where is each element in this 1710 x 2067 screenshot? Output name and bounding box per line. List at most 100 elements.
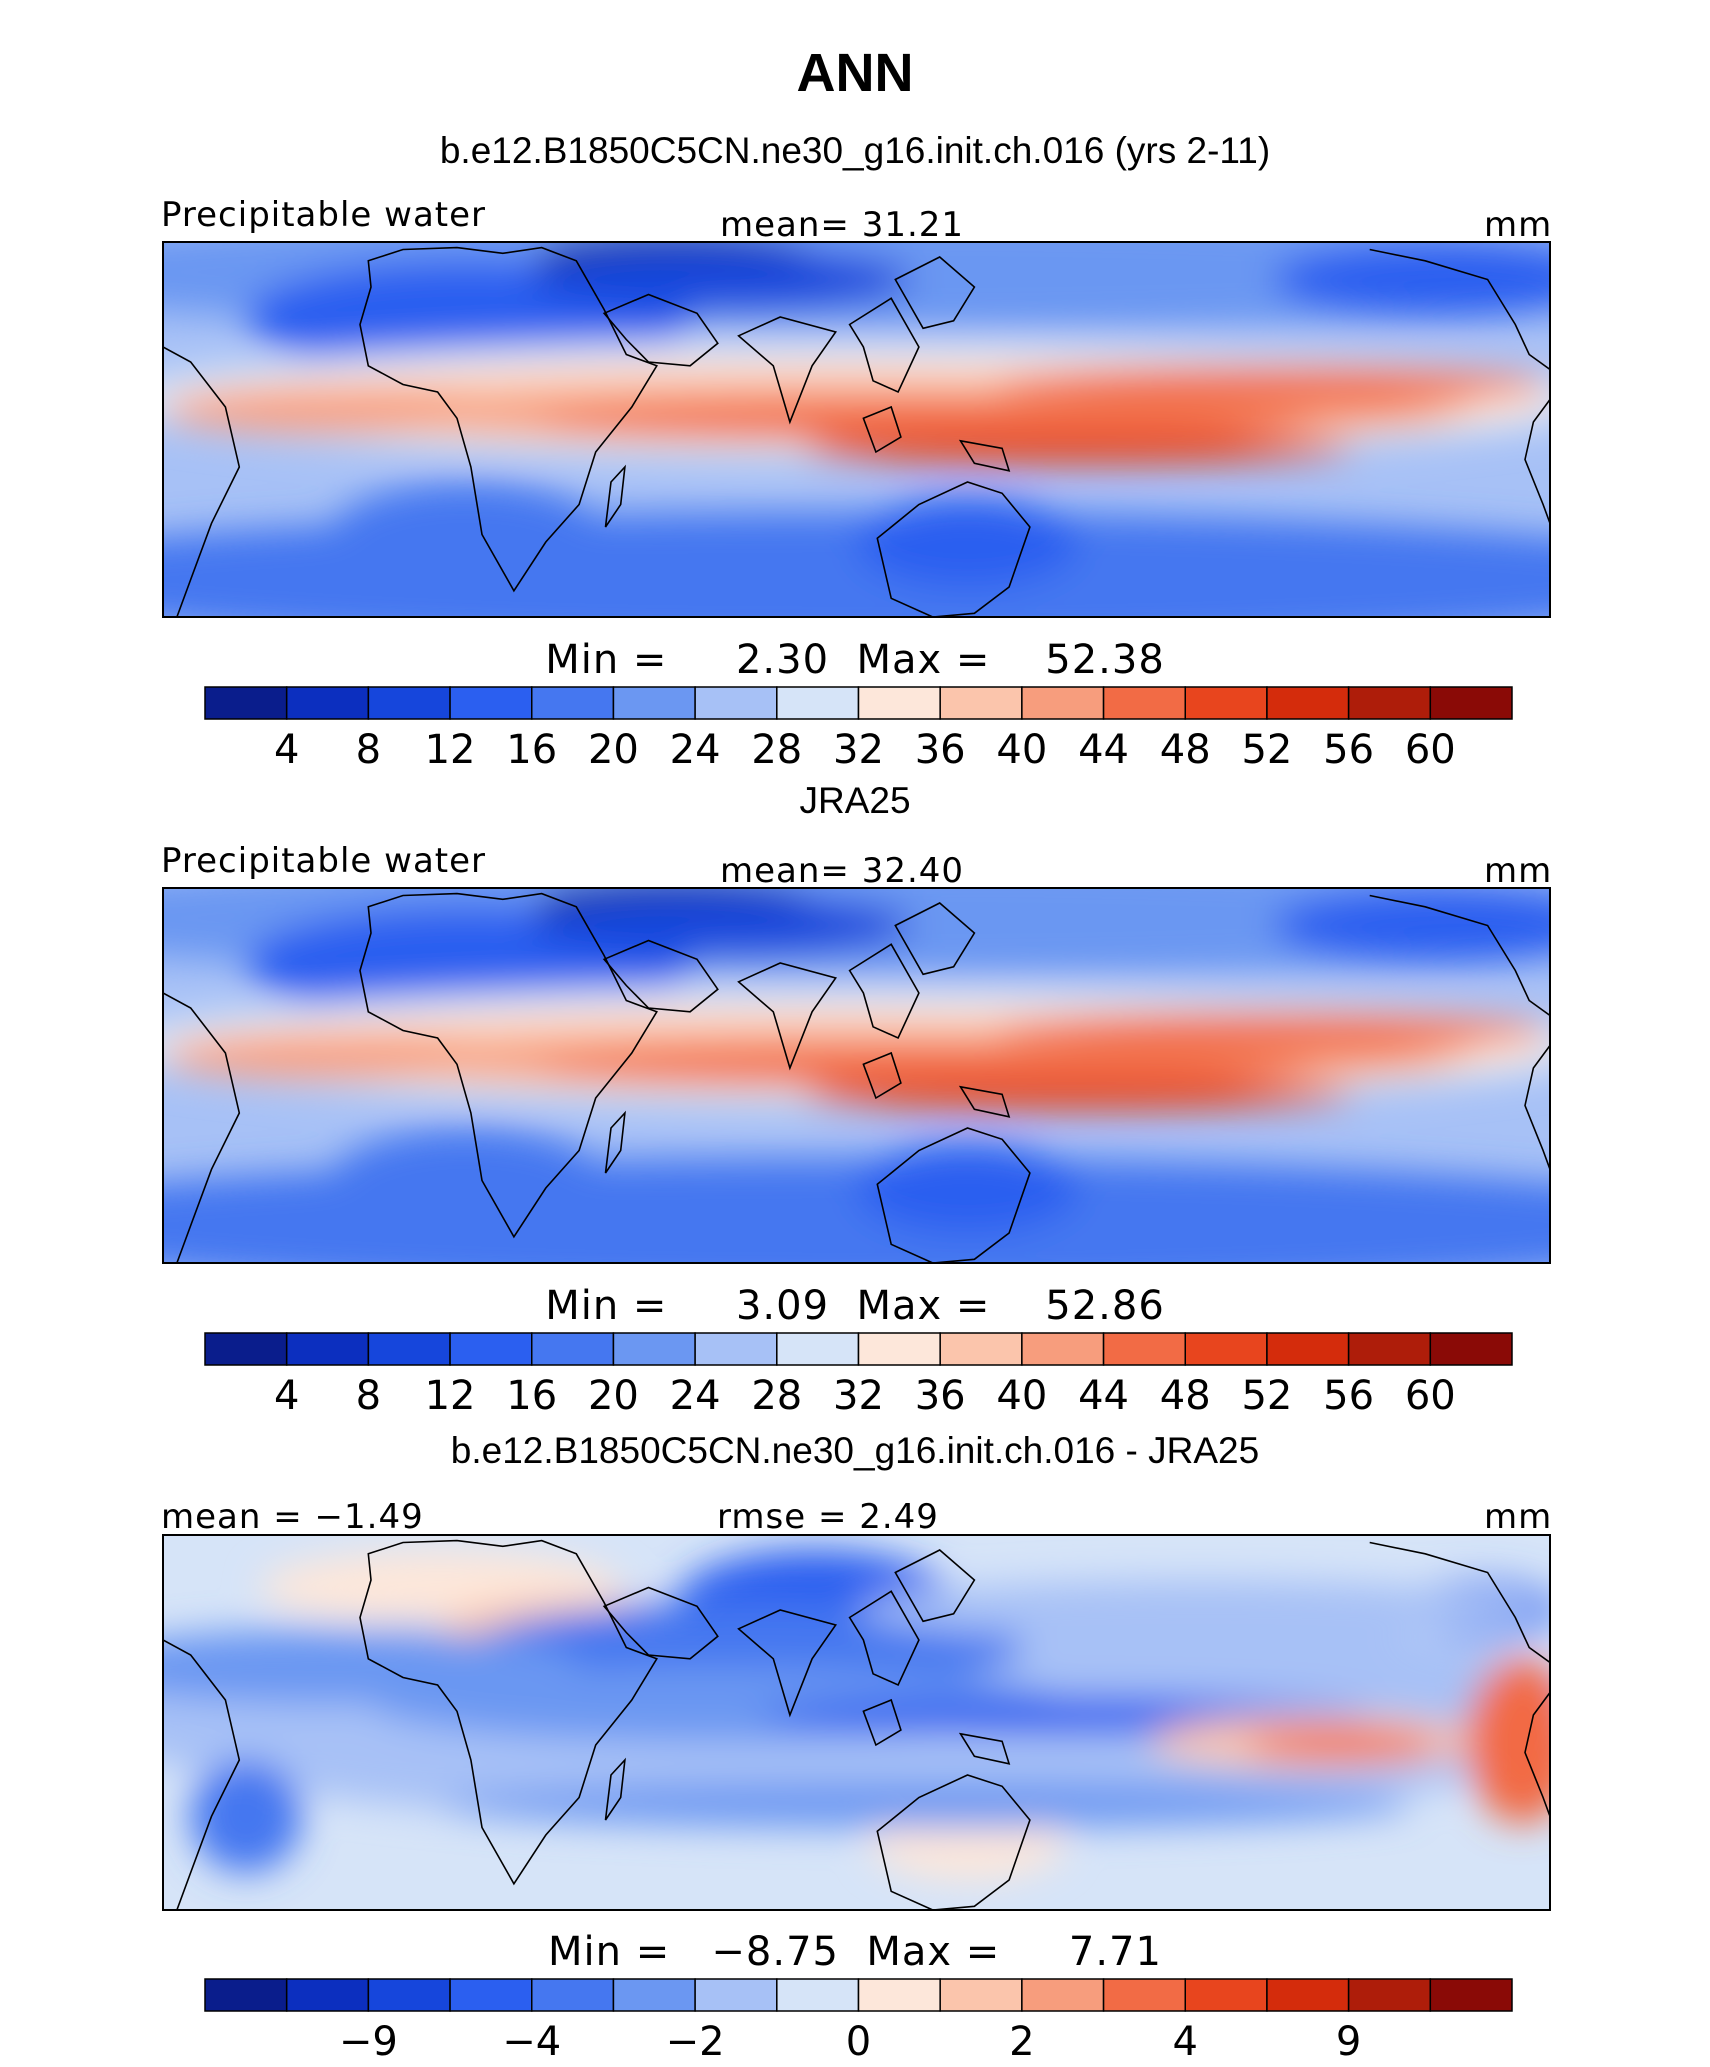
colorbar-swatch [531, 1332, 615, 1366]
contour-region [163, 1158, 1550, 1263]
colorbar-swatch [367, 686, 451, 720]
panel-3-colorbar: −9 −4 −2 0 2 4 9 [204, 1978, 1513, 2065]
colorbar-tick-label: 0 [846, 2019, 871, 2065]
colorbar-swatch [1347, 1978, 1432, 2012]
contour-region [856, 1580, 1550, 1640]
colorbar-swatch [1429, 1978, 1513, 2012]
colorbar-tick-label: 20 [588, 727, 639, 773]
map-frame [162, 1534, 1551, 1911]
colorbar-tick-label: 4 [1173, 2019, 1198, 2065]
coastline-seasia [848, 943, 920, 1040]
colorbar-swatch [694, 1332, 778, 1366]
colorbar-swatch [694, 686, 778, 720]
colorbar-swatch [1184, 1332, 1268, 1366]
coastline-arabia [602, 1586, 719, 1660]
coastline-india [737, 316, 838, 425]
coastline-africa [359, 246, 658, 593]
colorbar-swatch [939, 1978, 1023, 2012]
colorbar-swatch [531, 1978, 615, 2012]
colorbar-tick-label: 36 [915, 727, 966, 773]
coastline-brazil [163, 1639, 241, 1910]
colorbar-swatch [1347, 1332, 1432, 1366]
panel-1-variable-label: Precipitable water [161, 195, 487, 235]
panel-1-map [162, 241, 1551, 618]
contour-region [329, 1128, 607, 1233]
coastline-americasN [1369, 894, 1550, 1017]
panel-3-min-max: Min = −8.75 Max = 7.71 [548, 1929, 1162, 1975]
colorbar-swatch [367, 1978, 451, 2012]
colorbar-tick-label: 16 [506, 1373, 557, 1419]
colorbar-swatch [1021, 1332, 1105, 1366]
coastline-arabia [602, 939, 719, 1013]
colorbar-tick-label: −2 [666, 2019, 725, 2065]
coastline-americasN [1369, 1541, 1550, 1664]
colorbar-tick-label: 44 [1078, 727, 1129, 773]
colorbar-tick-label: 4 [274, 1373, 299, 1419]
panel-1-title: b.e12.B1850C5CN.ne30_g16.init.ch.016 (yr… [439, 130, 1271, 171]
contour-region [995, 365, 1550, 404]
colorbar-swatch [612, 1978, 696, 2012]
coastline-americasS [1524, 1045, 1550, 1170]
panel-3-title: b.e12.B1850C5CN.ne30_g16.init.ch.016 - J… [450, 1430, 1260, 1471]
coastline-australia [876, 1774, 1031, 1910]
contour-region [163, 1628, 580, 1704]
panel-3-rmse-label: rmse = 2.49 [717, 1497, 939, 1537]
colorbar-tick-label: 52 [1241, 1373, 1292, 1419]
colorbar-tick-label: 24 [670, 1373, 721, 1419]
colorbar-tick-label: 40 [996, 727, 1047, 773]
coastline-madagascar [604, 1110, 626, 1174]
coastline-americasS [1524, 1692, 1550, 1817]
colorbar-swatch [1184, 686, 1268, 720]
contour-region [1244, 1730, 1440, 1760]
coastline-africa [359, 892, 658, 1239]
colorbar-swatch [1102, 686, 1186, 720]
contour-region [995, 1011, 1550, 1050]
colorbar-tick-label: 60 [1405, 1373, 1456, 1419]
colorbar-tick-label: −4 [502, 2019, 561, 2065]
colorbar-tick-label: 12 [425, 1373, 476, 1419]
colorbar-tick-label: 48 [1160, 727, 1211, 773]
contour-region [801, 433, 1356, 464]
colorbar-tick-label: 2 [1009, 2019, 1034, 2065]
colorbar-tick-label: 48 [1160, 1373, 1211, 1419]
colorbar-swatch [449, 1978, 533, 2012]
contour-region [1272, 242, 1550, 317]
colorbar-tick-label: 36 [915, 1373, 966, 1419]
colorbar-tick-label: 32 [833, 1373, 884, 1419]
panel-2-variable-label: Precipitable water [161, 841, 487, 881]
contour-region [1466, 1658, 1550, 1824]
coastline-australia [876, 481, 1031, 617]
colorbar-tick-label: 4 [274, 727, 299, 773]
colorbar-tick-label: 20 [588, 1373, 639, 1419]
coastline-borneo [862, 1051, 902, 1100]
colorbar-tick-label: −9 [339, 2019, 398, 2065]
colorbar-tick-label: 28 [751, 1373, 802, 1419]
coastline-borneo [862, 405, 902, 454]
contour-region [537, 1049, 1315, 1087]
colorbar-tick-label: 9 [1336, 2019, 1361, 2065]
panel-3-mean-label: mean = −1.49 [161, 1497, 424, 1537]
coastline-madagascar [604, 464, 626, 528]
contour-region [537, 403, 1315, 441]
panel-1-units-label: mm [1484, 205, 1553, 245]
colorbar-swatch [857, 1332, 941, 1366]
coastline-seasia [848, 297, 920, 394]
colorbar-tick-label: 56 [1323, 727, 1374, 773]
colorbar-swatch [1266, 686, 1350, 720]
coastline-india [737, 1609, 838, 1718]
coastline-newguinea [958, 1732, 1011, 1765]
panel-2-colorbar: 4 8 12 16 20 24 28 32 36 40 44 48 52 56 60 [204, 1332, 1513, 1419]
coastline-newguinea [958, 1085, 1011, 1118]
colorbar-tick-label: 52 [1241, 727, 1292, 773]
panel-3-units-label: mm [1484, 1497, 1553, 1537]
map-frame [162, 241, 1551, 618]
colorbar-swatch [857, 686, 941, 720]
contour-region [523, 249, 912, 310]
coastline-newguinea [958, 439, 1011, 472]
colorbar-swatch [204, 1978, 288, 2012]
contour-region [856, 1143, 1079, 1233]
colorbar-swatch [1266, 1978, 1350, 2012]
colorbar-tick-label: 8 [356, 727, 381, 773]
